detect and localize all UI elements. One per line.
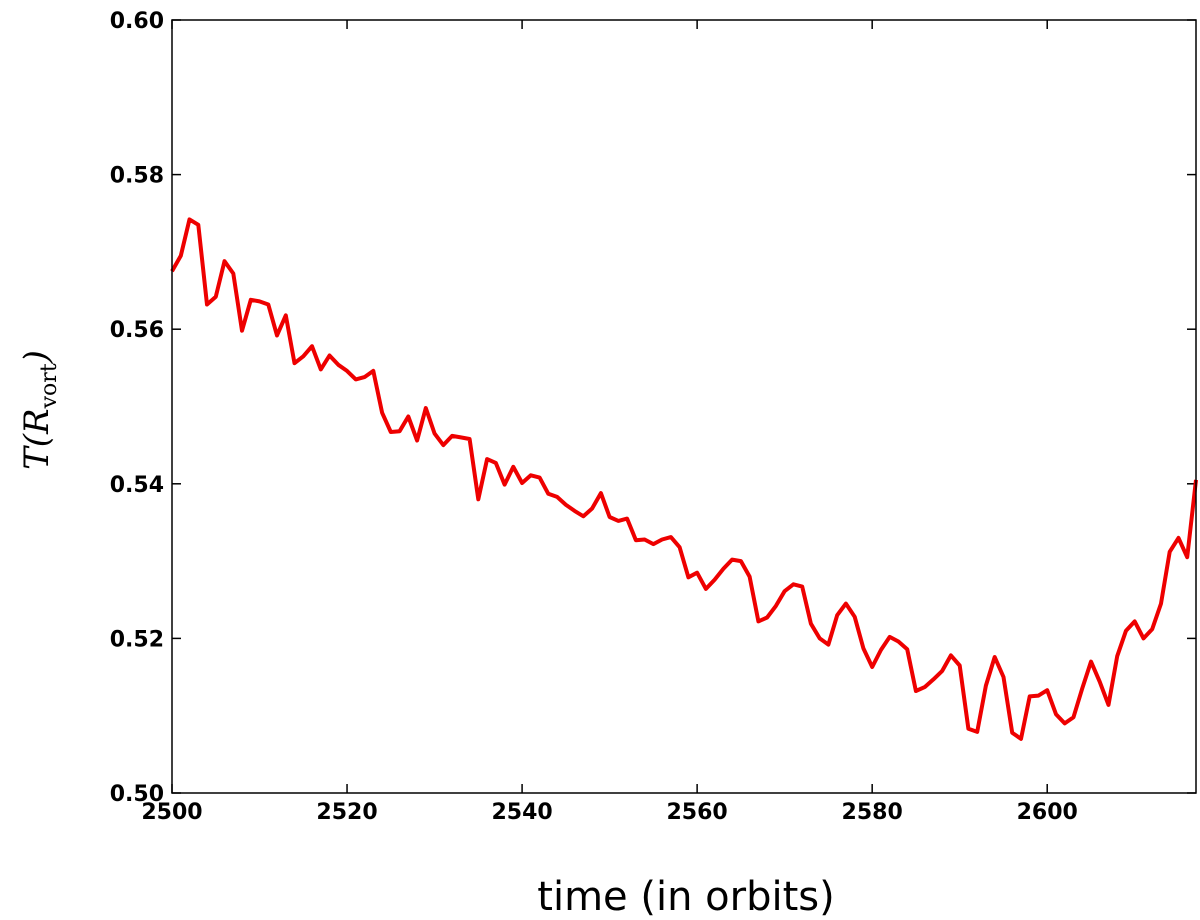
y-tick-label: 0.58 bbox=[110, 164, 164, 189]
y-axis-ticks: 0.50 0.52 0.54 0.56 0.58 0.60 bbox=[110, 9, 1196, 807]
x-tick-label: 2540 bbox=[491, 800, 552, 825]
plot-frame bbox=[171, 19, 1197, 794]
y-tick-label: 0.54 bbox=[110, 473, 164, 498]
x-tick-label: 2560 bbox=[667, 800, 728, 825]
y-axis-label: T(Rvort) bbox=[17, 350, 62, 470]
x-tick-label: 2600 bbox=[1017, 800, 1078, 825]
y-tick-label: 0.56 bbox=[110, 318, 164, 343]
x-tick-label: 2500 bbox=[141, 800, 202, 825]
x-tick-label: 2520 bbox=[316, 800, 377, 825]
y-tick-label: 0.52 bbox=[110, 627, 164, 652]
y-axis-label-close: ) bbox=[17, 350, 57, 364]
y-axis-label-subscript: vort bbox=[37, 363, 62, 409]
y-axis-label-main: T(R bbox=[17, 408, 57, 470]
x-tick-label: 2580 bbox=[842, 800, 903, 825]
series-layer bbox=[170, 217, 1198, 741]
x-axis-ticks: 2500 2520 2540 2560 2580 2600 bbox=[141, 20, 1078, 825]
x-axis-label: time (in orbits) bbox=[537, 874, 834, 920]
y-tick-label: 0.60 bbox=[110, 9, 164, 34]
y-tick-label: 0.50 bbox=[110, 782, 164, 807]
series-line-0 bbox=[170, 217, 1198, 741]
